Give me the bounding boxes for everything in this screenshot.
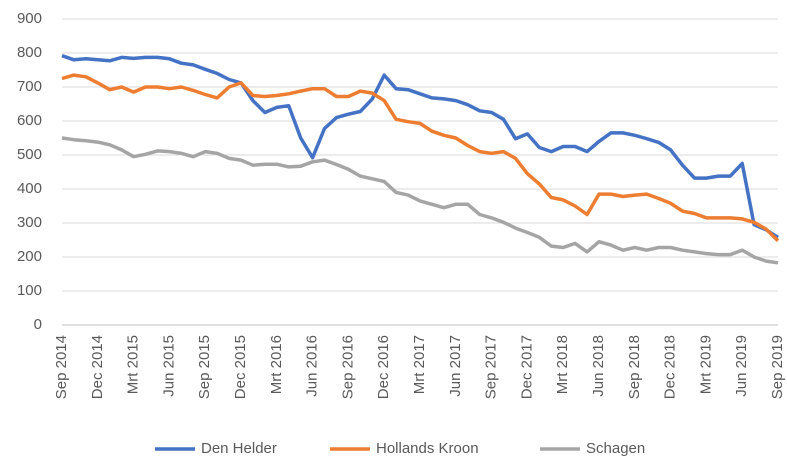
x-tick-label: Dec 2015 [232, 335, 249, 399]
x-tick-label: Sep 2014 [53, 335, 70, 399]
x-tick-label: Mrt 2016 [268, 335, 285, 394]
x-tick-label: Mrt 2015 [125, 335, 142, 394]
y-tick-label: 600 [17, 112, 42, 129]
y-tick-label: 500 [17, 146, 42, 163]
y-tick-label: 300 [17, 214, 42, 231]
x-tick-label: Sep 2019 [769, 335, 786, 399]
x-tick-label: Mrt 2017 [411, 335, 428, 394]
legend-label: Hollands Kroon [376, 440, 479, 457]
line-series [61, 73, 780, 242]
y-tick-label: 800 [17, 44, 42, 61]
x-tick-label: Sep 2018 [626, 335, 643, 399]
x-tick-label: Dec 2014 [89, 335, 106, 399]
y-tick-label: 0 [34, 316, 42, 333]
x-tick-label: Mrt 2018 [554, 335, 571, 394]
legend-label: Schagen [586, 440, 645, 457]
y-tick-label: 900 [17, 10, 42, 27]
line-series [61, 54, 779, 239]
x-tick-label: Dec 2016 [375, 335, 392, 399]
x-tick-label: Sep 2015 [196, 335, 213, 399]
x-tick-label: Mrt 2019 [697, 335, 714, 394]
y-tick-label: 200 [17, 248, 42, 265]
x-tick-label: Sep 2016 [339, 335, 356, 399]
x-tick-label: Jun 2016 [304, 335, 321, 397]
x-tick-label: Jun 2018 [590, 335, 607, 397]
y-tick-label: 100 [17, 282, 42, 299]
x-tick-label: Sep 2017 [483, 335, 500, 399]
x-tick-label: Jun 2015 [160, 335, 177, 397]
x-tick-label: Jun 2017 [447, 335, 464, 397]
x-tick-label: Jun 2019 [733, 335, 750, 397]
x-tick-label: Dec 2018 [662, 335, 679, 399]
y-tick-label: 400 [17, 180, 42, 197]
y-tick-label: 700 [17, 78, 42, 95]
line-series [61, 136, 779, 265]
x-tick-label: Dec 2017 [518, 335, 535, 399]
legend-label: Den Helder [201, 440, 277, 457]
